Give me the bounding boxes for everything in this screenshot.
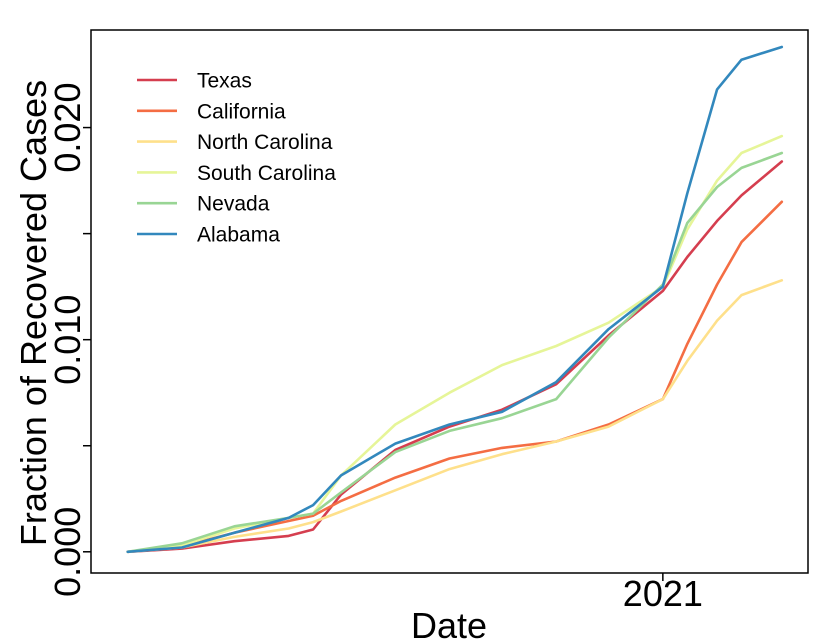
legend-label-nevada: Nevada bbox=[197, 193, 270, 216]
legend: Texas California North Carolina South Carol… bbox=[137, 70, 336, 247]
series-layer bbox=[126, 45, 784, 554]
legend-label-texas: Texas bbox=[197, 70, 252, 93]
series-line-alabama bbox=[126, 45, 784, 554]
x-tick-label: 2021 bbox=[623, 573, 703, 614]
series-line-texas bbox=[126, 160, 784, 554]
legend-label-alabama: Alabama bbox=[197, 224, 280, 247]
series-line-north-carolina bbox=[126, 278, 784, 554]
legend-label-north-carolina: North Carolina bbox=[197, 131, 333, 154]
y-tick-label: 0.010 bbox=[47, 295, 88, 385]
plot-frame bbox=[90, 29, 809, 574]
y-axis: 0.000 0.010 0.020 bbox=[47, 83, 91, 597]
legend-label-california: California bbox=[197, 100, 286, 123]
y-tick-label: 0.000 bbox=[47, 507, 88, 597]
x-axis: 2021 bbox=[623, 573, 703, 614]
x-axis-title: Date bbox=[411, 605, 487, 642]
series-line-nevada bbox=[126, 151, 784, 554]
y-axis-title: Fraction of Recovered Cases bbox=[13, 80, 54, 546]
series-line-california bbox=[126, 200, 784, 554]
y-tick-label: 0.020 bbox=[47, 83, 88, 173]
legend-label-south-carolina: South Carolina bbox=[197, 162, 336, 185]
